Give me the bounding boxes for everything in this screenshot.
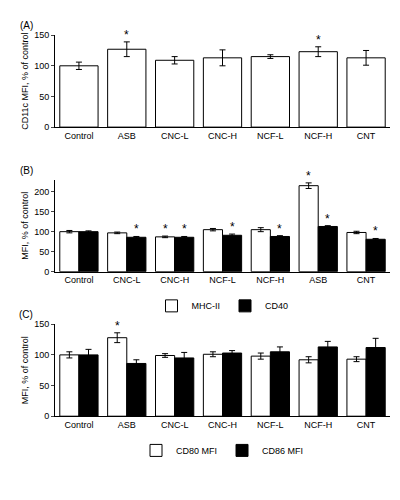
svg-text:CD11c MFI, % of control: CD11c MFI, % of control	[20, 32, 30, 129]
svg-text:Control: Control	[64, 275, 93, 285]
svg-text:CD86 MFI: CD86 MFI	[262, 446, 303, 456]
svg-text:CNC-H: CNC-H	[160, 275, 189, 285]
svg-text:*: *	[277, 222, 282, 236]
svg-text:*: *	[316, 33, 321, 47]
svg-text:50: 50	[39, 92, 49, 102]
svg-text:CNT: CNT	[357, 275, 376, 285]
svg-text:*: *	[163, 222, 168, 236]
svg-text:CNC-L: CNC-L	[113, 275, 141, 285]
svg-text:*: *	[306, 169, 311, 183]
svg-text:*: *	[230, 220, 235, 234]
svg-text:(A): (A)	[20, 20, 33, 31]
svg-text:NCF-H: NCF-H	[304, 131, 332, 141]
svg-text:CD40: CD40	[265, 301, 288, 311]
svg-text:0: 0	[44, 122, 49, 132]
svg-text:50: 50	[39, 381, 49, 391]
svg-text:MFI, % of control: MFI, % of control	[20, 336, 30, 404]
svg-text:CNT: CNT	[357, 420, 376, 430]
svg-text:*: *	[134, 222, 139, 236]
svg-text:*: *	[115, 319, 120, 333]
svg-text:100: 100	[34, 350, 49, 360]
svg-text:*: *	[124, 28, 129, 42]
svg-text:(B): (B)	[20, 165, 33, 176]
svg-text:ASB: ASB	[118, 420, 136, 430]
svg-text:CNC-L: CNC-L	[161, 131, 189, 141]
svg-text:MHC-II: MHC-II	[192, 301, 221, 311]
svg-text:CD80 MFI: CD80 MFI	[176, 446, 217, 456]
svg-text:0: 0	[44, 267, 49, 277]
svg-text:150: 150	[34, 207, 49, 217]
svg-text:50: 50	[39, 247, 49, 257]
svg-text:CNC-H: CNC-H	[208, 131, 237, 141]
svg-text:NCF-L: NCF-L	[257, 420, 284, 430]
svg-text:150: 150	[34, 319, 49, 329]
svg-text:ASB: ASB	[309, 275, 327, 285]
svg-text:NCF-L: NCF-L	[257, 131, 284, 141]
svg-text:100: 100	[34, 227, 49, 237]
svg-text:100: 100	[34, 61, 49, 71]
svg-text:Control: Control	[64, 420, 93, 430]
svg-text:NCF-H: NCF-H	[256, 275, 284, 285]
svg-text:150: 150	[34, 30, 49, 40]
svg-text:ASB: ASB	[118, 131, 136, 141]
svg-text:Control: Control	[64, 131, 93, 141]
svg-text:0: 0	[44, 411, 49, 421]
svg-text:CNC-H: CNC-H	[208, 420, 237, 430]
svg-text:*: *	[373, 224, 378, 238]
svg-text:*: *	[325, 212, 330, 226]
svg-text:(C): (C)	[19, 309, 33, 320]
svg-text:MFI, % of control: MFI, % of control	[20, 192, 30, 260]
svg-text:*: *	[182, 222, 187, 236]
svg-text:200: 200	[34, 187, 49, 197]
svg-text:CNT: CNT	[357, 131, 376, 141]
svg-text:CNC-L: CNC-L	[161, 420, 189, 430]
svg-text:NCF-L: NCF-L	[209, 275, 236, 285]
svg-text:NCF-H: NCF-H	[304, 420, 332, 430]
